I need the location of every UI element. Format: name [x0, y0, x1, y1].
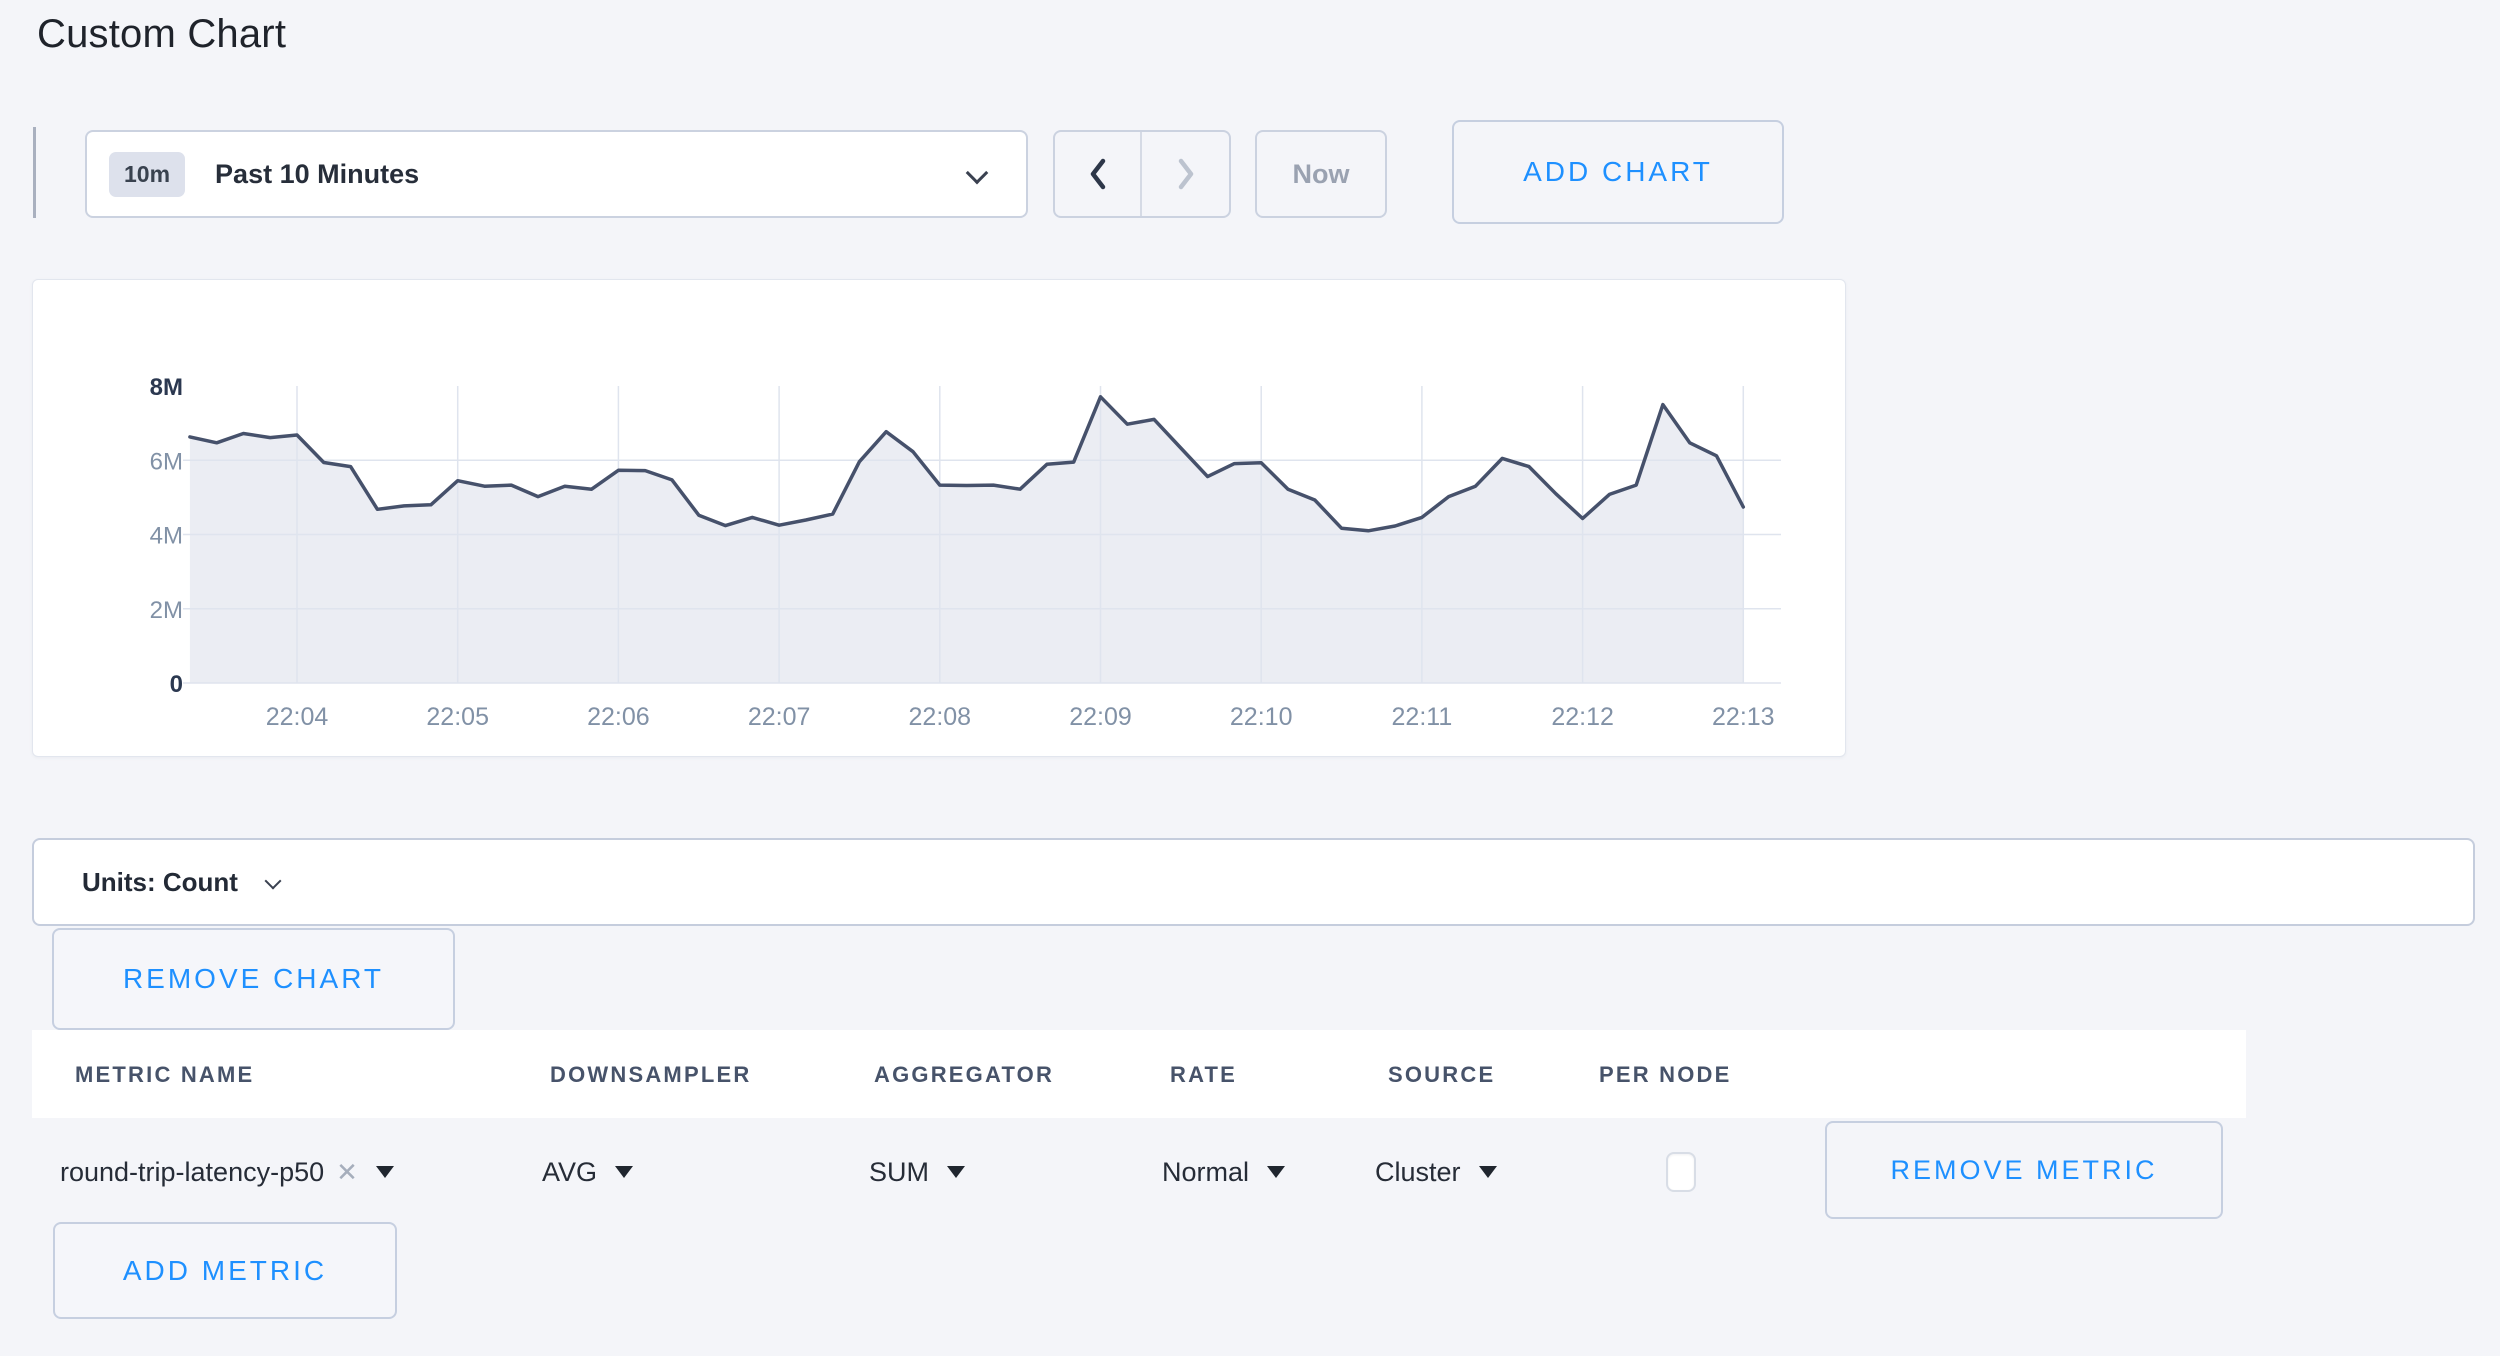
y-axis-tick-label: 0 [170, 671, 183, 698]
chevron-right-icon [1178, 158, 1193, 190]
next-time-button[interactable] [1142, 132, 1229, 216]
units-dropdown[interactable]: Units: Count [32, 838, 2475, 926]
x-axis-tick-label: 22:04 [266, 703, 329, 731]
chart-card: 22:04 22:05 22:06 22:07 22:08 22:09 22:10 22:11… [32, 279, 1846, 757]
downsampler-value: AVG [542, 1156, 598, 1187]
per-node-checkbox[interactable] [1666, 1152, 1696, 1192]
x-axis-tick-label: 22:06 [587, 703, 650, 731]
time-range-badge: 10m [109, 151, 186, 197]
caret-down-icon [947, 1166, 965, 1178]
y-axis-tick-label: 6M [150, 448, 183, 475]
caret-down-icon [1478, 1166, 1497, 1178]
x-axis-tick-label: 22:12 [1551, 703, 1614, 731]
metric-name-dropdown[interactable]: round-trip-latency-p50 ✕ [60, 1146, 394, 1198]
add-chart-button[interactable]: ADD CHART [1452, 120, 1784, 224]
toolbar-accent-divider [33, 127, 36, 218]
x-axis-tick-label: 22:09 [1069, 703, 1132, 731]
rate-value: Normal [1162, 1156, 1250, 1187]
timeseries-chart: 22:04 22:05 22:06 22:07 22:08 22:09 22:10 22:11… [150, 374, 1781, 731]
col-header-downsampler: DOWNSAMPLER [550, 1062, 752, 1087]
source-dropdown[interactable]: Cluster [1375, 1146, 1497, 1198]
col-header-per-node: PER NODE [1599, 1062, 1732, 1087]
prev-time-button[interactable] [1055, 132, 1142, 216]
downsampler-dropdown[interactable]: AVG [542, 1146, 634, 1198]
caret-down-icon [615, 1166, 634, 1178]
y-axis-tick-label: 4M [150, 523, 183, 550]
y-axis-tick-label: 8M [150, 374, 183, 401]
col-header-source: SOURCE [1388, 1062, 1496, 1087]
remove-chart-button[interactable]: REMOVE CHART [52, 928, 455, 1030]
now-button[interactable]: Now [1255, 130, 1387, 218]
aggregator-value: SUM [869, 1156, 929, 1187]
aggregator-dropdown[interactable]: SUM [869, 1146, 965, 1198]
page-title: Custom Chart [37, 12, 287, 56]
x-axis-tick-label: 22:13 [1712, 703, 1775, 731]
rate-dropdown[interactable]: Normal [1162, 1146, 1286, 1198]
add-metric-button[interactable]: ADD METRIC [53, 1222, 397, 1319]
metric-name-value: round-trip-latency-p50 [60, 1156, 325, 1187]
chevron-left-icon [1090, 158, 1105, 190]
time-range-dropdown[interactable]: 10m Past 10 Minutes [85, 130, 1028, 218]
units-label: Units: Count [82, 866, 238, 897]
time-range-label: Past 10 Minutes [215, 158, 420, 189]
caret-down-icon [1267, 1166, 1286, 1178]
chevron-down-icon [264, 873, 282, 891]
remove-metric-button[interactable]: REMOVE METRIC [1825, 1121, 2223, 1219]
remove-tag-icon[interactable]: ✕ [336, 1157, 358, 1187]
chart-series-line [188, 395, 1746, 533]
x-axis-tick-label: 22:08 [909, 703, 972, 731]
col-header-metric-name: METRIC NAME [75, 1062, 255, 1087]
time-step-buttons [1053, 130, 1231, 218]
chevron-down-icon [966, 163, 988, 185]
caret-down-icon [375, 1166, 394, 1178]
x-axis-tick-label: 22:05 [426, 703, 489, 731]
x-axis-tick-label: 22:11 [1392, 703, 1453, 731]
col-header-rate: RATE [1170, 1062, 1238, 1087]
y-axis-tick-label: 2M [150, 597, 183, 624]
source-value: Cluster [1375, 1156, 1461, 1187]
x-axis-tick-label: 22:07 [748, 703, 811, 731]
x-axis-tick-label: 22:10 [1230, 703, 1293, 731]
chart-area-fill [189, 396, 1744, 683]
metrics-table-header-band [32, 1030, 2246, 1118]
col-header-aggregator: AGGREGATOR [874, 1062, 1055, 1087]
